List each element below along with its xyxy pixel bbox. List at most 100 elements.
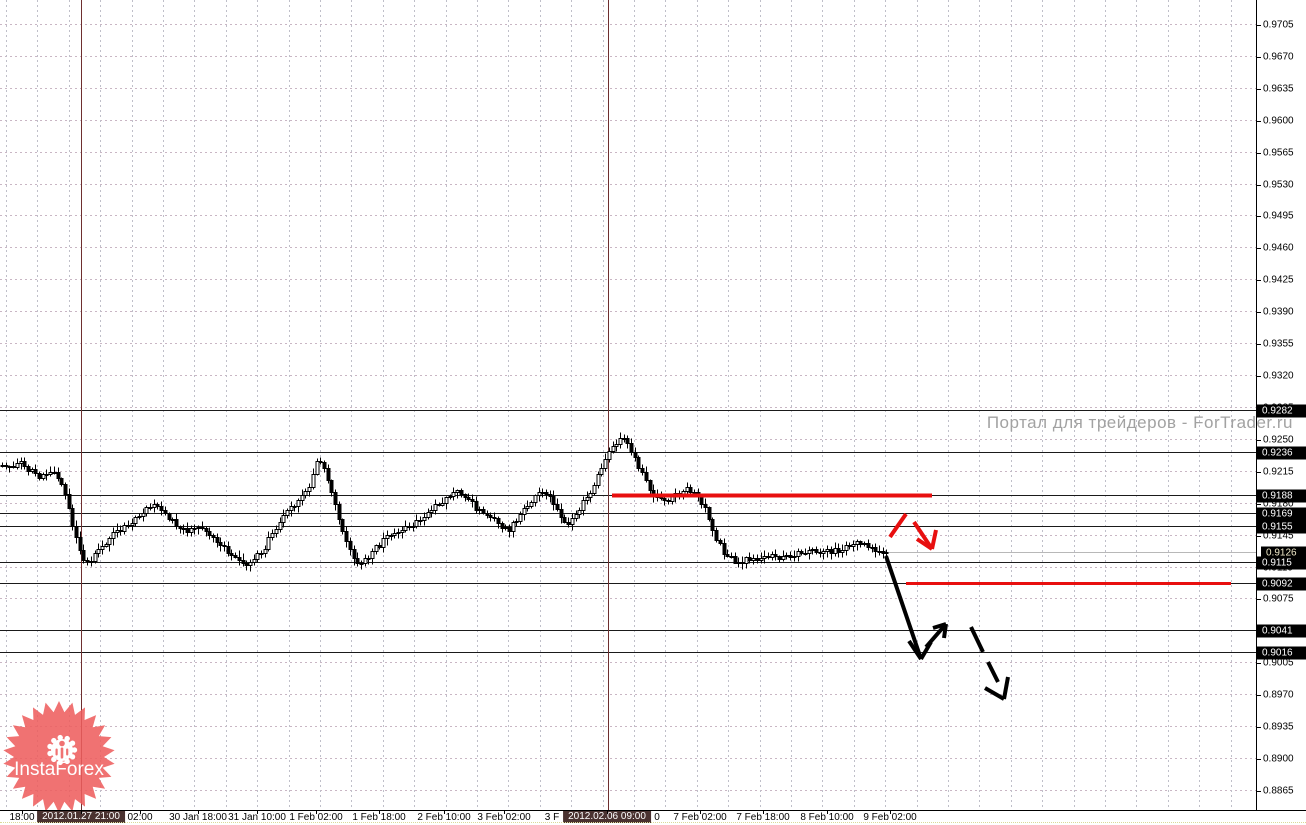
bull-candle (525, 506, 530, 509)
bull-candle (281, 515, 286, 523)
bear-candle (688, 487, 693, 493)
bear-candle (747, 557, 752, 561)
bottom-dotted-rule (0, 822, 1306, 823)
bear-candle (326, 468, 331, 481)
black-dashed-down-arrow[interactable] (969, 626, 1010, 701)
bear-candle (67, 494, 72, 509)
bear-candle (337, 504, 342, 520)
bull-candle (396, 532, 401, 534)
bull-candle (144, 507, 149, 514)
bear-candle (548, 494, 553, 497)
red-bounce-down-arrow[interactable] (888, 512, 938, 551)
support-resistance-red-lines[interactable] (612, 493, 1231, 585)
bull-candle (418, 520, 423, 522)
bear-candle (174, 519, 179, 527)
bear-candle (74, 526, 79, 538)
bull-candle (414, 520, 419, 527)
bull-candle (392, 533, 397, 536)
bull-candle (15, 463, 20, 468)
bull-candle (781, 556, 786, 560)
bull-candle (122, 525, 127, 532)
bear-candle (322, 462, 327, 469)
bull-candle (729, 556, 734, 558)
bull-candle (762, 556, 767, 559)
black-up-tick-arrow[interactable] (924, 622, 948, 649)
bull-candle (614, 444, 619, 447)
bull-candle (148, 507, 153, 509)
bull-candle (292, 506, 297, 508)
badge-person-head (59, 740, 65, 747)
bear-candle (644, 472, 649, 481)
bear-candle (344, 531, 349, 542)
bull-candle (588, 493, 593, 498)
bull-candle (263, 549, 268, 554)
badge-gear-tooth (64, 758, 70, 765)
bear-candle (211, 535, 216, 538)
bear-candle (474, 501, 479, 511)
bull-candle (511, 522, 516, 532)
bear-candle (226, 546, 231, 554)
bear-candle (33, 469, 38, 474)
bear-candle (877, 551, 882, 553)
black-breakdown-arrow[interactable] (884, 555, 933, 661)
bear-candle (318, 461, 323, 463)
bull-candle (477, 509, 482, 511)
black-breakdown-arrow-stroke (884, 555, 923, 660)
badge-gear-tooth (51, 737, 57, 744)
bull-candle (862, 543, 867, 545)
trend-arrows[interactable] (884, 512, 1010, 701)
bull-candle (141, 513, 146, 517)
bear-candle (703, 504, 708, 508)
bear-candle (814, 549, 819, 553)
bull-candle (451, 492, 456, 497)
bull-candle (581, 500, 586, 511)
bull-candle (104, 544, 109, 547)
bear-candle (178, 526, 183, 529)
bear-candle (241, 560, 246, 564)
bear-candle (662, 498, 667, 501)
bear-candle (725, 554, 730, 557)
bear-candle (215, 537, 220, 543)
bull-candle (181, 528, 186, 530)
bull-candle (851, 544, 856, 547)
bull-candle (189, 528, 194, 533)
badge-gear-tooth (57, 734, 63, 741)
black-up-tick-arrow-stroke (924, 622, 948, 649)
black-up-tick-arrow-stroke (932, 622, 947, 630)
bull-candle (422, 517, 427, 521)
bear-candle (204, 528, 209, 532)
bull-candle (381, 538, 386, 548)
badge-gear-tooth (57, 759, 63, 766)
bull-candle (278, 522, 283, 530)
bear-candle (355, 558, 360, 564)
bull-candle (403, 526, 408, 531)
bear-candle (329, 480, 334, 493)
badge-label: InstaForex (14, 759, 104, 780)
red-bounce-down-arrow-stroke (930, 529, 938, 550)
price-axis-border (1256, 0, 1257, 811)
bear-candle (566, 522, 571, 525)
badge-person-body (55, 748, 58, 756)
badge-person-body (60, 747, 64, 759)
bear-candle (692, 492, 697, 494)
bull-candle (503, 527, 508, 529)
bull-candle (444, 497, 449, 504)
bear-candle (0, 465, 5, 467)
bull-candle (533, 495, 538, 503)
bear-candle (481, 509, 486, 514)
bull-candle (315, 461, 320, 475)
badge-person-body (66, 748, 69, 756)
bear-candle (466, 497, 471, 500)
bear-candle (185, 528, 190, 533)
bear-candle (37, 473, 42, 479)
bull-candle (170, 519, 175, 521)
bear-candle (78, 537, 83, 551)
bear-candle (773, 554, 778, 557)
bull-candle (540, 492, 545, 494)
bear-candle (699, 496, 704, 505)
bull-candle (807, 550, 812, 554)
bull-candle (289, 506, 294, 511)
bull-candle (133, 517, 138, 524)
